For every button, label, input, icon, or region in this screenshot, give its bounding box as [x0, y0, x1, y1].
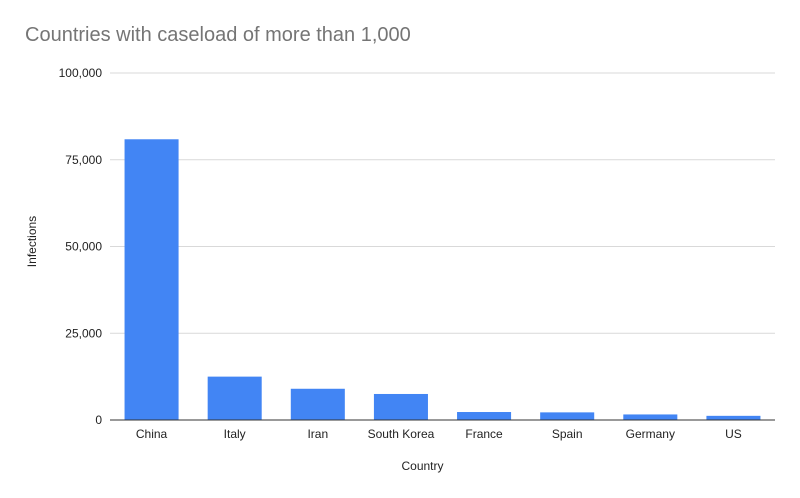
bar-spain[interactable]	[540, 412, 595, 420]
y-axis-label: Infections	[25, 216, 39, 267]
bar-south-korea[interactable]	[373, 393, 428, 420]
chart-title: Countries with caseload of more than 1,0…	[25, 24, 411, 46]
x-tick-label: Iran	[307, 427, 328, 441]
x-tick-label: Italy	[224, 427, 246, 441]
y-tick-label: 50,000	[65, 240, 102, 254]
bar-italy[interactable]	[207, 376, 262, 420]
x-tick-label: Spain	[552, 427, 583, 441]
x-axis-label: Country	[401, 459, 443, 473]
x-tick-label: Germany	[626, 427, 675, 441]
bar-france[interactable]	[457, 412, 512, 420]
x-tick-label: South Korea	[368, 427, 435, 441]
bars	[124, 139, 761, 421]
x-tick-label: France	[465, 427, 503, 441]
axes: 0 25,000 50,000 75,000 100,000 China Italy Iran…	[59, 66, 775, 441]
y-tick-label: 0	[95, 413, 102, 427]
x-tick-label: China	[136, 427, 168, 441]
bar-china[interactable]	[124, 139, 179, 421]
bar-us[interactable]	[706, 415, 761, 420]
bar-iran[interactable]	[290, 388, 345, 420]
y-tick-label: 25,000	[65, 326, 102, 340]
y-tick-label: 75,000	[65, 153, 102, 167]
gridlines	[110, 72, 775, 334]
y-tick-label: 100,000	[59, 66, 103, 80]
bar-germany[interactable]	[623, 414, 678, 420]
x-tick-label: US	[725, 427, 742, 441]
